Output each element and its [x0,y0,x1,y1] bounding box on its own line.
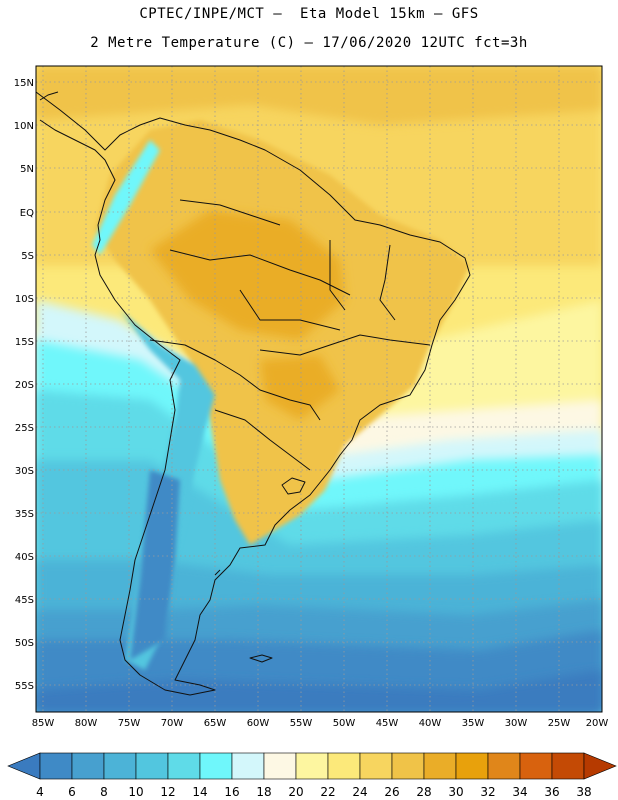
colorbar-label: 4 [36,785,44,799]
map-title: CPTEC/INPE/MCT – Eta Model 15km – GFS [139,6,479,22]
lat-label: 5N [20,164,34,175]
lat-label: 15N [14,78,34,89]
colorbar-label: 24 [352,785,367,799]
colorbar-label: 30 [448,785,463,799]
field-andes-north [92,140,160,255]
lat-label: EQ [20,208,34,219]
lon-label: 75W [118,718,141,729]
lon-label: 35W [462,718,485,729]
colorbar-swatch [487,752,521,780]
field-amazon-hot [150,210,345,340]
colorbar-right-arrow [583,752,617,780]
lon-label: 50W [333,718,356,729]
colorbar-label: 6 [68,785,76,799]
lat-label: 55S [15,681,34,692]
colorbar-swatch [103,752,137,780]
colorbar-label: 36 [544,785,559,799]
colorbar-swatch [263,752,297,780]
lat-label: 25S [15,423,34,434]
colorbar-label: 38 [576,785,591,799]
lon-label: 80W [75,718,98,729]
colorbar-label: 20 [288,785,303,799]
field-patagonia-cold [130,470,180,660]
longitude-labels: 85W 80W 75W 70W 65W 60W 55W 50W 45W 40W … [32,718,609,729]
latitude-labels: 15N 10N 5N EQ 5S 10S 15S 20S 25S 30S 35S… [14,78,34,692]
lat-label: 50S [15,638,34,649]
lat-label: 15S [15,337,34,348]
colorbar-label: 28 [416,785,431,799]
colorbar-label: 8 [100,785,108,799]
lon-label: 60W [247,718,270,729]
lon-label: 20W [586,718,609,729]
colorbar-swatch [295,752,329,780]
colorbar-boxes [39,752,585,780]
colorbar-swatch [135,752,169,780]
lat-label: 45S [15,595,34,606]
lon-label: 70W [161,718,184,729]
map-frame [35,65,603,713]
colorbar-label: 32 [480,785,495,799]
colorbar-swatch [359,752,393,780]
colorbar-swatch [327,752,361,780]
colorbar-left-arrow [7,752,41,780]
colorbar-swatch [167,752,201,780]
lat-label: 30S [15,466,34,477]
colorbar-label: 12 [160,785,175,799]
colorbar-label: 18 [256,785,271,799]
field-caribbean [36,66,602,125]
lat-label: 35S [15,509,34,520]
colorbar-swatch [71,752,105,780]
lon-label: 40W [419,718,442,729]
lat-label: 20S [15,380,34,391]
colorbar-swatch [423,752,457,780]
colorbar-swatch [519,752,553,780]
lon-label: 45W [376,718,399,729]
colorbar-swatch [391,752,425,780]
colorbar-swatch [551,752,585,780]
colorbar-label: 10 [128,785,143,799]
field-interior-hot [260,355,340,420]
lon-label: 55W [290,718,313,729]
colorbar: 4 6 8 10 12 14 16 18 20 22 24 26 28 30 32 34 36 38 [7,752,617,799]
colorbar-label: 22 [320,785,335,799]
colorbar-swatch [199,752,233,780]
lon-label: 65W [204,718,227,729]
colorbar-labels: 4 6 8 10 12 14 16 18 20 22 24 26 28 30 32 34 36 38 [36,785,591,799]
lat-label: 40S [15,552,34,563]
lon-label: 25W [548,718,571,729]
map-subtitle: 2 Metre Temperature (C) – 17/06/2020 12U… [90,35,528,51]
colorbar-label: 14 [192,785,207,799]
temperature-field [36,66,602,712]
lat-label: 10S [15,294,34,305]
coastlines [36,91,471,696]
colorbar-swatch [39,752,73,780]
colorbar-swatch [231,752,265,780]
lon-label: 85W [32,718,55,729]
colorbar-swatch [455,752,489,780]
lat-label: 10N [14,121,34,132]
lat-label: 5S [21,251,34,262]
colorbar-label: 16 [224,785,239,799]
lon-label: 30W [505,718,528,729]
colorbar-label: 26 [384,785,399,799]
colorbar-label: 34 [512,785,527,799]
